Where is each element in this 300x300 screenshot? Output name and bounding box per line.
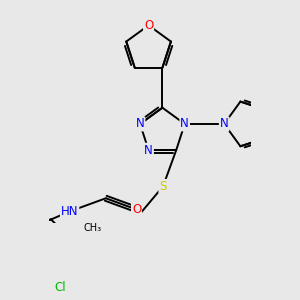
Text: N: N xyxy=(136,117,144,130)
Text: N: N xyxy=(144,144,153,157)
Text: Cl: Cl xyxy=(54,281,66,294)
Text: HN: HN xyxy=(61,205,78,218)
Text: O: O xyxy=(132,203,141,216)
Text: O: O xyxy=(144,19,153,32)
Text: N: N xyxy=(220,117,229,130)
Text: CH₃: CH₃ xyxy=(83,223,101,232)
Text: N: N xyxy=(180,117,189,130)
Text: S: S xyxy=(159,180,167,193)
